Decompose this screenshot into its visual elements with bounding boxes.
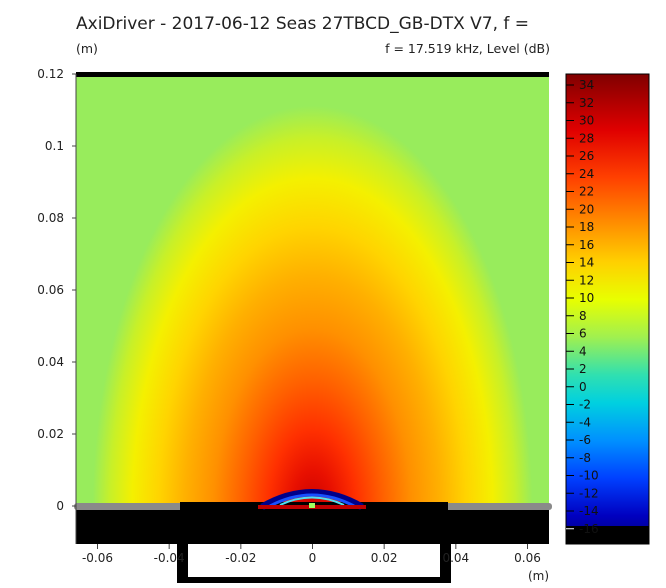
colorbar-tick-label: 34	[579, 78, 594, 92]
colorbar-tick-label: -6	[579, 433, 591, 447]
colorbar-tick-label: 30	[579, 114, 594, 128]
chart-title: AxiDriver - 2017-06-12 Seas 27TBCD_GB-DT…	[76, 14, 530, 34]
x-tick-label: 0.06	[514, 551, 541, 565]
colorbar-tick-label: 14	[579, 256, 594, 270]
colorbar: 3432302826242220181614121086420-2-4-6-8-…	[565, 73, 650, 545]
colorbar-tick-label: 6	[579, 327, 587, 341]
colorbar-tick-label: 26	[579, 149, 594, 163]
colorbar-tick-label: -10	[579, 469, 599, 483]
colorbar-tick-label: 2	[579, 362, 587, 376]
sound-field	[76, 74, 549, 544]
x-tick-label: -0.04	[154, 551, 185, 565]
colorbar-tick-label: 28	[579, 131, 594, 145]
colorbar-tick-label: 16	[579, 238, 594, 252]
frequency-level-label: f = 17.519 kHz, Level (dB)	[385, 41, 550, 56]
colorbar-tick-label: -12	[579, 486, 599, 500]
top-boundary	[76, 72, 549, 77]
colorbar-tick-label: 22	[579, 185, 594, 199]
y-tick-label: 0	[56, 499, 64, 513]
colorbar-tick-label: -8	[579, 451, 591, 465]
y-tick-label: 0.02	[37, 427, 64, 441]
y-axis-ticks: 0 0.02 0.04 0.06 0.08 0.1 0.12	[37, 67, 76, 513]
y-tick-label: 0.1	[45, 139, 64, 153]
y-tick-label: 0.12	[37, 67, 64, 81]
y-tick-label: 0.06	[37, 283, 64, 297]
colorbar-tick-label: 12	[579, 273, 594, 287]
x-axis-unit: (m)	[528, 569, 549, 583]
colorbar-tick-label: 20	[579, 202, 594, 216]
colorbar-tick-label: -14	[579, 504, 599, 518]
colorbar-tick-label: 10	[579, 291, 594, 305]
x-tick-label: 0	[309, 551, 317, 565]
colorbar-tick-label: 18	[579, 220, 594, 234]
x-axis-ticks: -0.06 -0.04 -0.02 0 0.02 0.04 0.06	[82, 544, 541, 565]
x-tick-label: 0.04	[442, 551, 469, 565]
colorbar-tick-label: -2	[579, 398, 591, 412]
y-axis-unit: (m)	[76, 41, 98, 56]
colorbar-tick-label: 4	[579, 344, 587, 358]
y-tick-label: 0.04	[37, 355, 64, 369]
colorbar-tick-label: 8	[579, 309, 587, 323]
colorbar-tick-label: 0	[579, 380, 587, 394]
x-tick-label: 0.02	[371, 551, 398, 565]
colorbar-tick-label: -16	[579, 522, 599, 536]
colorbar-tick-label: 24	[579, 167, 594, 181]
x-tick-label: -0.06	[82, 551, 113, 565]
colorbar-tick-label: 32	[579, 96, 594, 110]
baffle	[74, 502, 552, 583]
colorbar-tick-label: -4	[579, 415, 591, 429]
y-tick-label: 0.08	[37, 211, 64, 225]
x-tick-label: -0.02	[225, 551, 256, 565]
tweeter-dome	[258, 489, 366, 511]
